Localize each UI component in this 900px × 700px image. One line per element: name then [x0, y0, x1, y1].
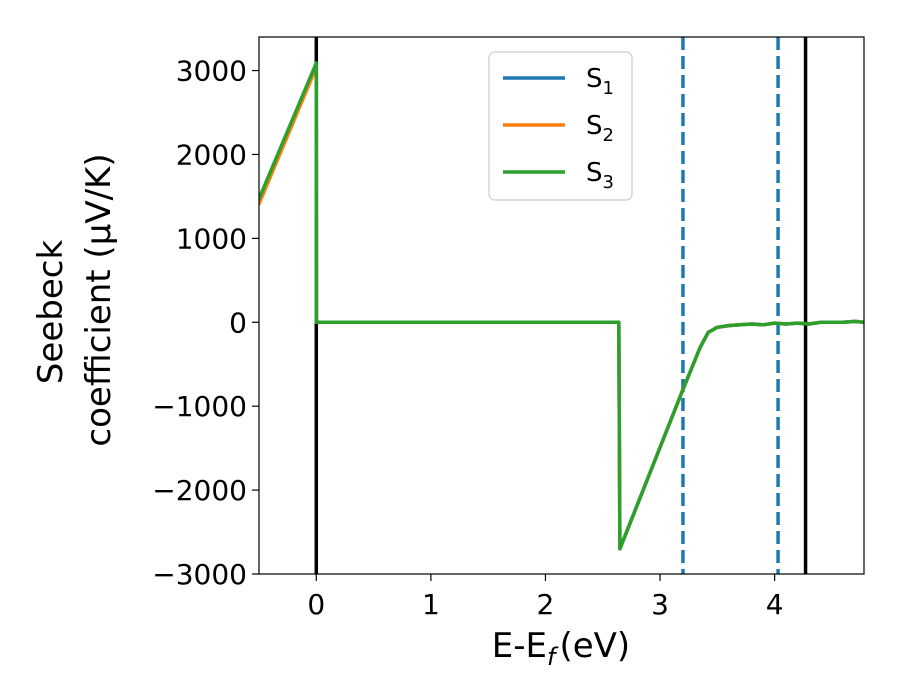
y-tick-label: −1000 — [152, 390, 247, 423]
series-line-s3 — [259, 61, 864, 551]
y-axis-label-line2: coefficient (μV/K) — [79, 153, 119, 446]
y-tick-label: 2000 — [176, 138, 247, 171]
x-tick-label: 3 — [651, 588, 669, 621]
x-tick-label: 0 — [307, 588, 325, 621]
legend: S1 S2 S3 — [488, 51, 633, 201]
y-tick-label: 0 — [229, 306, 247, 339]
series-lines — [259, 61, 864, 551]
y-tick-label: −2000 — [152, 474, 247, 507]
y-tick-label: 1000 — [176, 222, 247, 255]
y-tick-label: −3000 — [152, 558, 247, 591]
x-axis-label: E-Ef (eV) — [492, 626, 630, 671]
legend-label-s3: S3 — [586, 158, 614, 193]
legend-label-s2: S2 — [586, 111, 614, 146]
y-tick-label: 3000 — [176, 55, 247, 88]
x-tick-label: 2 — [537, 588, 555, 621]
legend-label-s1: S1 — [586, 64, 614, 99]
axis-ticks: 0 1 2 3 4 −3000 −2000 −1000 0 1000 2000 3000 — [152, 55, 783, 621]
x-tick-label: 1 — [422, 588, 440, 621]
y-axis-label-line1: Seebeck — [31, 240, 71, 385]
x-tick-label: 4 — [766, 588, 784, 621]
plot-frame — [258, 36, 865, 575]
